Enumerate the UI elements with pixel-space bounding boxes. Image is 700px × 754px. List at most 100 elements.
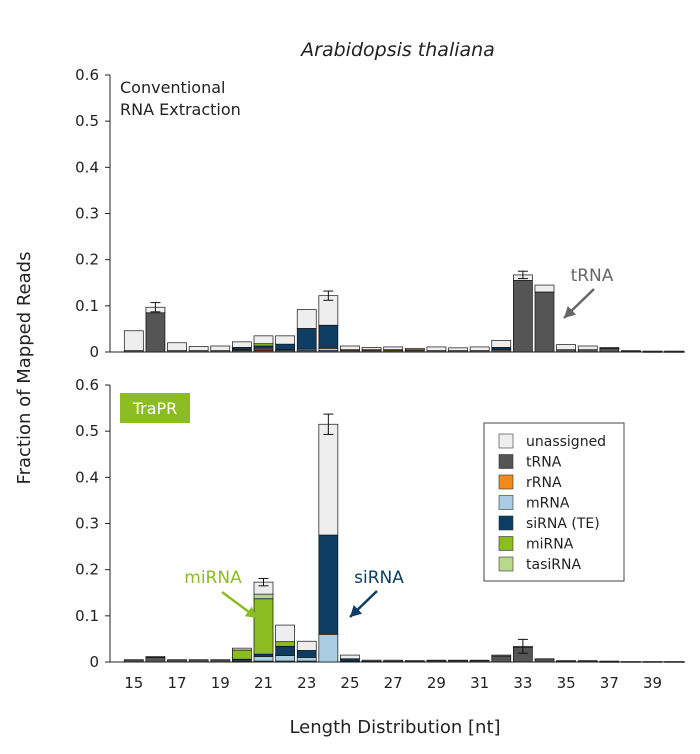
top-bar-unassigned [621, 350, 641, 352]
mirna-annotation: miRNA [184, 568, 258, 620]
bottom-bar-unassigned [210, 659, 231, 661]
legend-swatch [498, 433, 514, 449]
top-bar-unassigned [534, 284, 555, 293]
x-tick-label: 31 [470, 674, 489, 692]
top-bar-unassigned [642, 350, 663, 353]
bottom-y-tick-label: 0.4 [75, 468, 99, 486]
x-axis-label: Length Distribution [nt] [289, 717, 500, 738]
x-tick-label: 17 [167, 674, 186, 692]
top-bar-unassigned [469, 346, 490, 351]
panel-top-bars [123, 270, 685, 353]
x-tick-label: 21 [254, 674, 273, 692]
bottom-bar-mrna [296, 657, 317, 662]
bottom-bar-trna [642, 661, 663, 663]
x-tick-label: 37 [600, 674, 619, 692]
top-y-tick-label: 0.2 [75, 251, 99, 269]
bottom-bar-unassigned [232, 647, 252, 651]
bottom-bar-sirnate [318, 534, 339, 635]
top-bar-unassigned [210, 345, 231, 351]
top-bar-unassigned [167, 342, 187, 351]
legend: unassigned tRNA rRNA mRNA siRNA (TE) miRNA tas… [483, 422, 625, 582]
bottom-bar-unassigned [599, 660, 620, 663]
panel-bottom-axes: 0 0.1 0.2 0.3 0.4 0.5 0.6 15 17 19 21 23 25 27 29 31 33 3… [75, 376, 685, 692]
bottom-y-tick-label: 0.5 [75, 422, 99, 440]
bottom-bar-sirnate [275, 645, 295, 656]
legend-label: mRNA [526, 496, 570, 512]
bottom-bar-mirna [253, 598, 274, 655]
x-tick-label: 19 [211, 674, 230, 692]
bottom-bar-tasirna [253, 593, 274, 600]
bottom-bar-trna [664, 661, 685, 663]
sirna-annotation: siRNA [349, 568, 404, 618]
bottom-bar-trna [145, 657, 166, 663]
mirna-annotation-arrow-head [244, 606, 257, 618]
x-tick-label: 29 [427, 674, 446, 692]
bottom-bar-mrna [253, 656, 274, 662]
bottom-bar-unassigned [361, 659, 382, 662]
bottom-bar-unassigned [145, 656, 166, 658]
panel-bottom-bars [123, 413, 685, 663]
trapr-label-box [120, 393, 190, 423]
legend-swatch [498, 536, 514, 551]
x-tick-label: 25 [340, 674, 359, 692]
legend-label: siRNA (TE) [526, 516, 600, 532]
trna-annotation-arrow-head [564, 306, 577, 318]
top-bar-unassigned [123, 330, 144, 351]
panel-top-label-line1: Conventional [120, 78, 225, 97]
bottom-bar-unassigned [491, 654, 512, 657]
legend-swatch [498, 454, 514, 469]
bottom-bar-unassigned [340, 654, 360, 660]
top-bar-trna [599, 347, 620, 353]
top-bar-unassigned [664, 350, 685, 353]
top-bar-unassigned [448, 347, 468, 351]
x-tick-label: 27 [384, 674, 403, 692]
legend-label: miRNA [526, 537, 574, 553]
top-bar-trna [513, 280, 533, 353]
top-y-tick-label: 0.3 [75, 205, 99, 223]
bottom-bar-unassigned [318, 423, 339, 536]
legend-label: unassigned [526, 434, 606, 450]
mirna-annotation-label: miRNA [184, 568, 242, 588]
panel-top-label-line2: RNA Extraction [120, 100, 241, 119]
bottom-bar-unassigned [448, 659, 468, 662]
legend-swatch [498, 515, 514, 531]
bottom-bar-mrna [275, 655, 295, 662]
bottom-bar-unassigned [404, 660, 425, 662]
trna-annotation: tRNA [563, 266, 614, 319]
top-bar-unassigned [383, 346, 404, 351]
top-bar-unassigned [340, 345, 360, 351]
bottom-bar-unassigned [534, 658, 555, 661]
top-bar-sirnate [318, 324, 339, 349]
bottom-bar-mrna [318, 633, 339, 663]
legend-label: tRNA [526, 455, 562, 471]
bottom-bar-unassigned [556, 660, 576, 662]
bottom-bar-unassigned [167, 659, 187, 661]
x-tick-label: 15 [124, 674, 143, 692]
legend-swatch [498, 474, 514, 490]
x-tick-label: 23 [297, 674, 316, 692]
bottom-bar-unassigned [469, 659, 490, 662]
top-bar-unassigned [577, 345, 598, 351]
top-y-tick-label: 0.4 [75, 158, 99, 176]
top-bar-trna [534, 291, 555, 353]
top-bar-unassigned [361, 347, 382, 351]
sirna-annotation-label: siRNA [354, 568, 404, 588]
bottom-bar-unassigned [188, 659, 209, 661]
bottom-y-tick-label: 0 [89, 653, 99, 671]
top-bar-unassigned [232, 341, 252, 348]
x-tick-label: 35 [557, 674, 576, 692]
legend-swatch [498, 495, 514, 510]
top-bar-unassigned [426, 346, 447, 351]
top-bar-sirnate [296, 328, 317, 350]
panel-bottom: 0 0.1 0.2 0.3 0.4 0.5 0.6 15 17 19 21 23 25 27 29 31 33 3… [75, 376, 685, 692]
bottom-y-tick-label: 0.1 [75, 607, 99, 625]
trapr-label: TraPR [132, 399, 178, 418]
legend-label: tasiRNA [526, 557, 581, 573]
bottom-bar-trna [621, 661, 641, 663]
y-axis-label: Fraction of Mapped Reads [14, 252, 35, 485]
bottom-bar-mirna [232, 649, 252, 660]
top-bar-unassigned [556, 344, 576, 351]
bottom-bar-unassigned [123, 659, 144, 661]
top-bar-unassigned [253, 335, 274, 345]
top-bar-sirnate [275, 343, 295, 351]
